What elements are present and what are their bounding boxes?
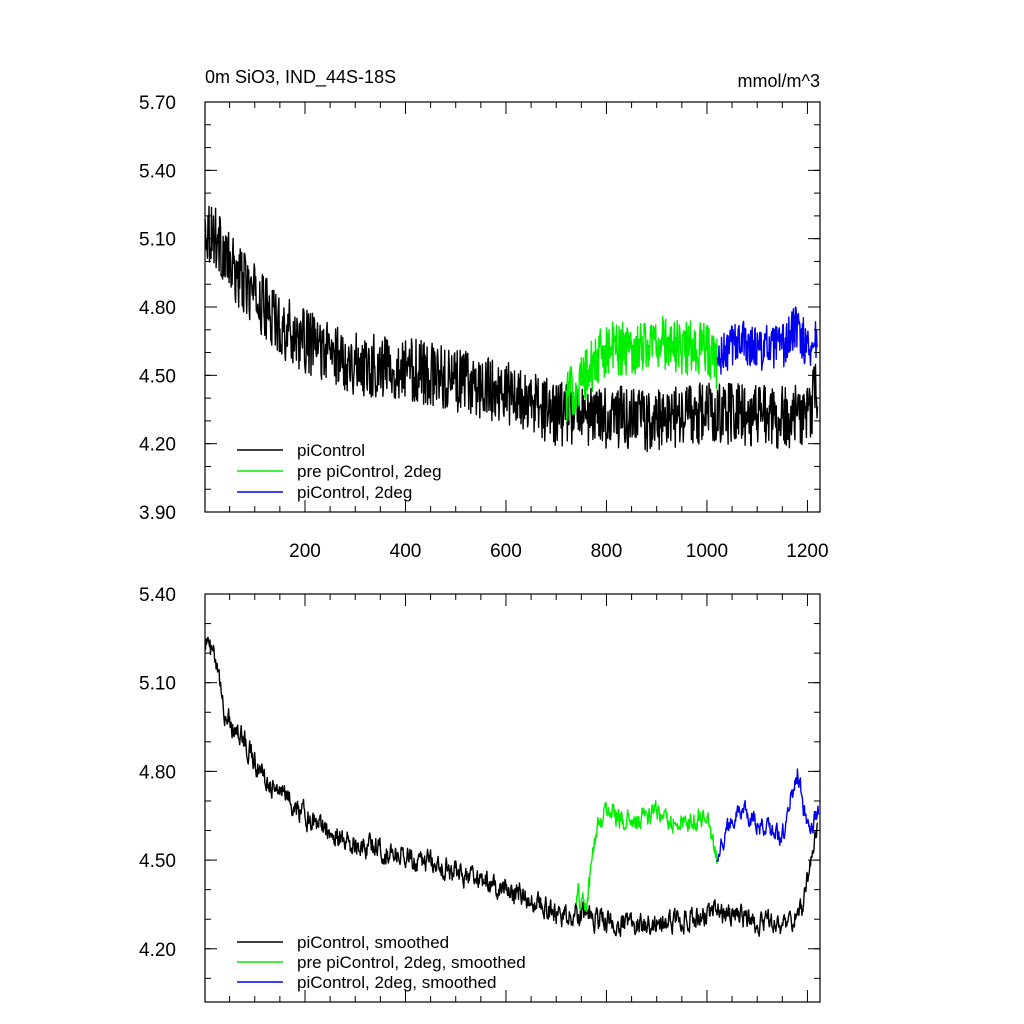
- units-label: mmol/m^3: [738, 71, 820, 91]
- bottom-series-group: [204, 636, 820, 937]
- top-legend: piControl pre piControl, 2deg piControl,…: [237, 441, 442, 502]
- series-line-picontrol-2deg: [716, 306, 819, 375]
- legend-label-2deg-smoothed: piControl, 2deg, smoothed: [297, 973, 496, 992]
- series-line-picontrol: [204, 205, 819, 453]
- x-tick-label: 600: [490, 541, 522, 562]
- series-line-picontrol-2deg-smoothed: [716, 768, 820, 862]
- y-tick-label: 4.50: [139, 851, 176, 872]
- y-tick-label: 4.50: [139, 366, 176, 387]
- series-line-pre-picontrol-2deg-smoothed: [575, 800, 718, 913]
- y-tick-label: 3.90: [139, 503, 176, 524]
- y-tick-label: 4.20: [139, 940, 176, 961]
- y-tick-label: 4.20: [139, 435, 176, 456]
- y-tick-label: 4.80: [139, 762, 176, 783]
- bottom-ticks: 4.20 4.50 4.80 5.10 5.40: [139, 585, 820, 1002]
- chart-title: 0m SiO3, IND_44S-18S: [205, 67, 396, 88]
- legend-label-piControl: piControl: [297, 441, 365, 460]
- top-series-group: [204, 205, 819, 453]
- y-tick-label: 4.80: [139, 298, 176, 319]
- legend-label-pre-2deg: pre piControl, 2deg: [297, 462, 442, 481]
- bottom-panel: 4.20 4.50 4.80 5.10 5.40 piControl, smoothed…: [139, 585, 821, 1003]
- legend-label-pre-2deg-smoothed: pre piControl, 2deg, smoothed: [297, 953, 526, 972]
- top-panel: 0m SiO3, IND_44S-18S mmol/m^3 3.90 4.20 4.…: [139, 67, 829, 562]
- x-tick-label: 1000: [686, 541, 728, 562]
- x-tick-label: 1200: [786, 541, 828, 562]
- bottom-legend: piControl, smoothed pre piControl, 2deg,…: [237, 933, 526, 992]
- y-tick-label: 5.40: [139, 585, 176, 606]
- series-line-picontrol-smoothed: [204, 636, 819, 937]
- x-tick-label: 200: [289, 541, 321, 562]
- y-tick-label: 5.40: [139, 161, 176, 182]
- y-tick-label: 5.70: [139, 93, 176, 114]
- y-tick-label: 5.10: [139, 230, 176, 251]
- legend-label-piControl-smoothed: piControl, smoothed: [297, 933, 449, 952]
- x-tick-label: 400: [390, 541, 422, 562]
- bottom-plot-frame: [204, 593, 821, 1003]
- series-line-pre-picontrol-2deg: [565, 316, 718, 422]
- x-tick-label: 800: [591, 541, 623, 562]
- top-ticks: 3.90 4.20 4.50 4.80 5.10 5.40 5.70 200 400 600 800…: [139, 93, 829, 562]
- y-tick-label: 5.10: [139, 674, 176, 695]
- legend-label-2deg: piControl, 2deg: [297, 483, 412, 502]
